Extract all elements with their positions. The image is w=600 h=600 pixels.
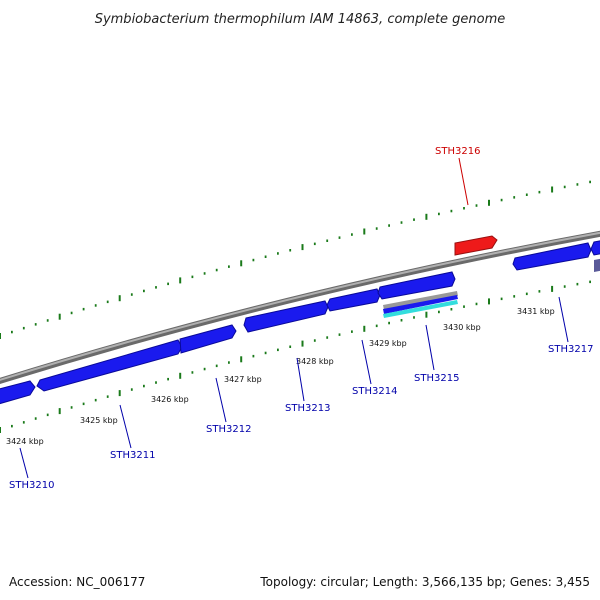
gene-labels: STH3210 STH3211 STH3212 STH3213 STH3214 … (9, 146, 593, 491)
gene-arrow-sth3215[interactable] (377, 271, 456, 300)
gene-arrow-next[interactable] (590, 240, 600, 256)
genome-summary-text: Topology: circular; Length: 3,566,135 bp… (259, 575, 590, 589)
gene-arrow-sth3213[interactable] (243, 300, 329, 333)
outer-tick-ring (0, 180, 591, 339)
gene-arrow-sth3210[interactable] (0, 380, 36, 405)
gene-label-sth3213[interactable]: STH3213 (285, 403, 330, 414)
kbp-label: 3424 kbp (6, 437, 44, 446)
accession-text: Accession: NC_006177 (9, 575, 145, 589)
gene-label-sth3216[interactable]: STH3216 (435, 146, 480, 157)
gene-label-sth3210[interactable]: STH3210 (9, 480, 54, 491)
gene-leader-lines (19, 157, 569, 479)
kbp-label: 3428 kbp (296, 357, 334, 366)
kbp-label: 3429 kbp (369, 339, 407, 348)
kbp-label: 3431 kbp (517, 307, 555, 316)
kbp-labels: 3424 kbp 3425 kbp 3426 kbp 3427 kbp 3428… (6, 307, 555, 446)
gene-arrow-sth3212[interactable] (179, 324, 237, 354)
gene-arrow-sth3214[interactable] (326, 288, 381, 312)
gene-arrow-sth3217[interactable] (512, 242, 592, 271)
gene-arrow-sth3216[interactable] (454, 235, 498, 256)
kbp-label: 3427 kbp (224, 375, 262, 384)
gene-arrow-sth3211[interactable] (36, 339, 183, 392)
kbp-label: 3430 kbp (443, 323, 481, 332)
inner-tick-ring (0, 280, 591, 433)
gene-label-sth3212[interactable]: STH3212 (206, 424, 251, 435)
genome-backbone (0, 230, 600, 385)
map-title: Symbiobacterium thermophilum IAM 14863, … (95, 12, 506, 27)
gene-label-sth3214[interactable]: STH3214 (352, 386, 397, 397)
kbp-label: 3426 kbp (151, 395, 189, 404)
forward-gene-track (0, 240, 600, 405)
rna-feature-track (383, 258, 600, 318)
gene-label-sth3217[interactable]: STH3217 (548, 344, 593, 355)
kbp-label: 3425 kbp (80, 416, 118, 425)
gene-label-sth3215[interactable]: STH3215 (414, 373, 459, 384)
gene-label-sth3211[interactable]: STH3211 (110, 450, 155, 461)
